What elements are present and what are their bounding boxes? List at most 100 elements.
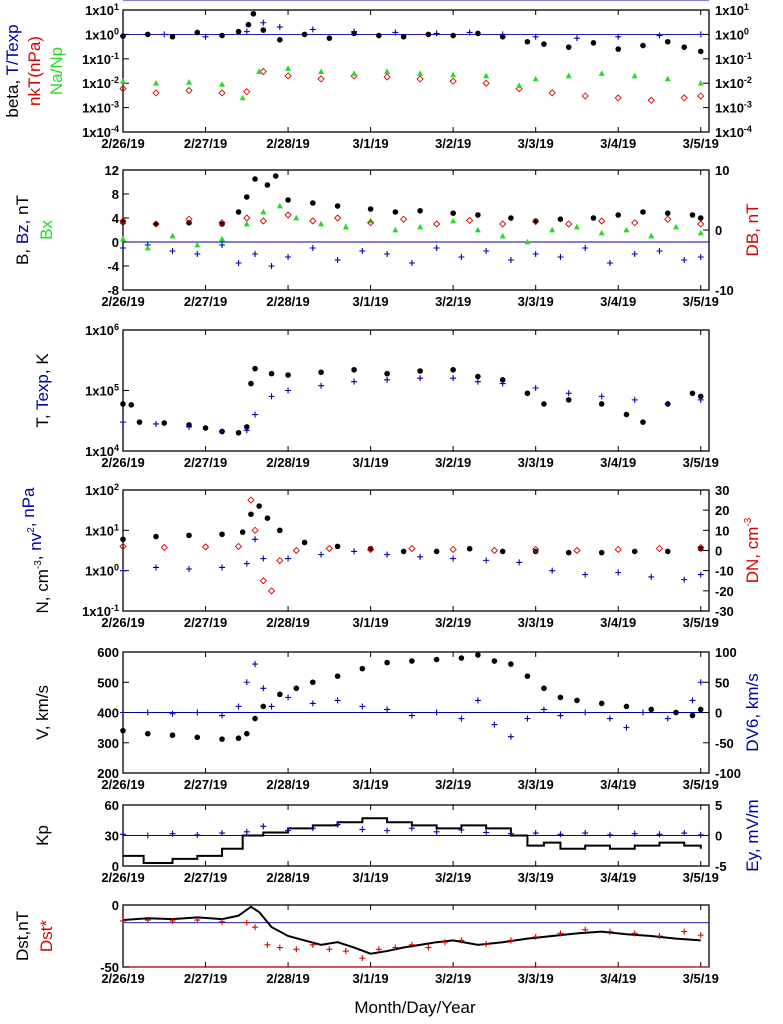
density-data-point [292, 546, 300, 555]
density-data-point [325, 544, 333, 553]
density-left-label: N, cm-3, nv2, nPa [19, 487, 52, 614]
temperature-left-label: T, Texp, K [33, 353, 52, 428]
field-data-point [598, 229, 605, 236]
field-data-point [342, 223, 349, 230]
temperature-data-point [219, 428, 226, 435]
field-data-point [293, 214, 300, 221]
x-axis-title: Month/Day/Year [354, 998, 476, 1017]
dst-left-label-2: Dst* [37, 920, 56, 953]
beta-data-point [318, 68, 325, 74]
kp-data-point [532, 830, 539, 837]
dst-data-point [252, 924, 259, 931]
beta-data-point [450, 32, 456, 39]
velocity-data-point [648, 706, 655, 713]
field-series-2 [120, 202, 704, 251]
panel-temperature: 2/26/19 2/27/19 2/28/19 3/1/19 3/2/19 3/3/19 3… [33, 322, 719, 470]
temperature-data-point [450, 366, 456, 373]
field-data-point [384, 251, 391, 257]
dst-series-1 [120, 917, 704, 962]
dst-data-point [681, 928, 688, 935]
beta-data-point [598, 70, 605, 76]
velocity-data-point [384, 706, 391, 713]
velocity-right-label: DV6, km/s [743, 673, 762, 751]
field-data-point [499, 220, 507, 228]
beta-data-point [483, 72, 490, 79]
dst-data-point [483, 940, 490, 947]
beta-left-label-2: nkT(nPa) [25, 36, 44, 106]
field-data-point [450, 210, 456, 216]
kp-data-point [483, 829, 490, 836]
field-data-point [219, 235, 226, 242]
dst-left-tick-label: -50 [100, 960, 119, 975]
density-data-point [119, 542, 127, 551]
field-data-point [243, 214, 251, 222]
velocity-data-point [359, 665, 366, 672]
temperature-series-1 [120, 375, 704, 435]
temperature-data-point [268, 370, 275, 377]
density-data-point [483, 557, 490, 564]
temperature-x-tick-label: 3/4/19 [600, 455, 636, 470]
density-right-tick-label: -20 [715, 584, 734, 599]
beta-data-point [647, 96, 655, 104]
velocity-data-point [689, 712, 696, 719]
density-data-point [334, 543, 341, 550]
density-data-point [697, 545, 704, 552]
density-data-point [532, 545, 540, 554]
kp-x-tick-label: 3/4/19 [600, 870, 636, 885]
temperature-x-tick-label: 3/2/19 [435, 455, 471, 470]
beta-right-tick-label: 1x101 [715, 2, 749, 18]
temperature-data-point [252, 411, 259, 418]
density-data-point [153, 564, 160, 571]
kp-data-point [697, 831, 704, 838]
beta-data-point [194, 29, 201, 36]
kp-series-1 [120, 821, 704, 839]
velocity-data-point [623, 703, 630, 710]
temperature-x-tick-label: 3/3/19 [518, 455, 554, 470]
density-data-point [565, 549, 572, 556]
dst-data-point [557, 930, 564, 937]
temperature-data-point [598, 393, 605, 400]
density-right-tick-label: 30 [715, 483, 729, 498]
beta-data-point [425, 31, 432, 38]
beta-data-point [548, 89, 556, 97]
field-data-point [417, 223, 424, 230]
temperature-data-point [248, 380, 254, 387]
kp-x-tick-label: 3/5/19 [683, 870, 719, 885]
kp-data-point [243, 828, 250, 835]
density-data-point [450, 555, 457, 562]
velocity-data-point [524, 673, 531, 679]
dst-x-tick-label: 2/27/19 [184, 971, 227, 986]
velocity-data-point [144, 730, 151, 737]
field-data-point [309, 245, 316, 251]
panels: 2/26/19 2/27/19 2/28/19 3/1/19 3/2/19 3/3/19 3… [3, 0, 762, 986]
field-data-point [259, 217, 267, 225]
field-data-point [433, 245, 440, 251]
beta-series-2 [119, 67, 705, 104]
field-right-label: DB, nT [743, 204, 762, 257]
beta-data-point [400, 33, 407, 40]
temperature-data-point [474, 378, 481, 385]
velocity-data-point [524, 715, 531, 722]
field-data-point [366, 219, 375, 227]
temperature-data-point [384, 376, 391, 383]
field-data-point [218, 219, 226, 227]
beta-right-tick-label: 1x10-4 [715, 124, 752, 140]
field-data-point [590, 215, 597, 221]
field-data-point [219, 221, 225, 227]
beta-data-point [317, 75, 325, 83]
dst-data-point [507, 937, 514, 944]
panel-field: 2/26/19 2/27/19 2/28/19 3/1/19 3/2/19 3/3/19 3… [13, 163, 762, 309]
density-data-point [408, 544, 416, 553]
temperature-data-point [136, 419, 143, 425]
velocity-data-point [540, 706, 547, 713]
kp-x-tick-label: 2/27/19 [184, 870, 227, 885]
density-left-tick-label: 1x10-1 [82, 603, 119, 619]
velocity-data-point [409, 658, 415, 664]
kp-right-tick-label: 5 [715, 798, 722, 813]
beta-data-point [697, 31, 704, 38]
density-left-tick-label: 1x101 [85, 522, 119, 538]
beta-left-label: beta, T/Texp [3, 24, 22, 117]
temperature-data-point [351, 378, 358, 385]
beta-data-point [581, 92, 589, 100]
density-data-point [160, 543, 168, 552]
